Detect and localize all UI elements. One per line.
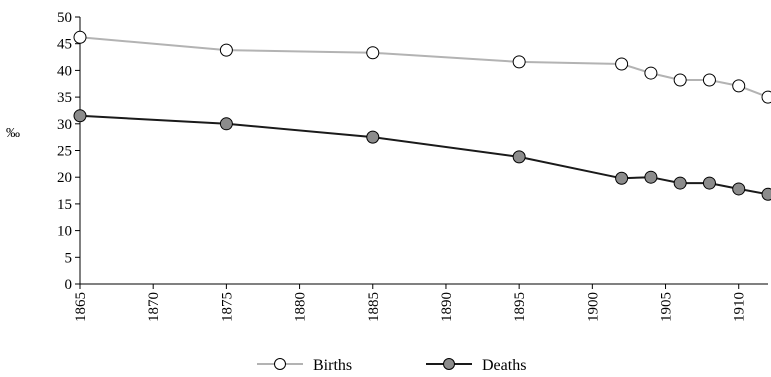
x-tick-label: 1895 [512, 292, 528, 322]
data-point-births [219, 43, 233, 57]
data-point-deaths [219, 117, 233, 131]
legend-label: Deaths [482, 357, 526, 374]
data-point-deaths [644, 170, 658, 184]
x-tick-label: 1885 [366, 292, 382, 322]
data-point-deaths [702, 176, 716, 190]
x-tick-label: 1900 [585, 292, 601, 322]
series-line-deaths [79, 114, 769, 196]
y-tick-label: 50 [57, 10, 72, 26]
data-point-births [366, 46, 380, 60]
x-tick-label: 1905 [659, 292, 675, 322]
y-tick-label: 10 [57, 224, 72, 240]
data-point-deaths [673, 176, 687, 190]
x-tick-label: 1870 [146, 292, 162, 322]
data-point-deaths [732, 182, 746, 196]
legend: Births Deaths [257, 357, 526, 374]
series-births [73, 30, 771, 104]
data-point-deaths [73, 109, 87, 123]
y-tick-label: 5 [65, 250, 73, 266]
legend-marker [274, 358, 286, 370]
data-point-births [644, 66, 658, 80]
data-point-births [673, 73, 687, 87]
y-tick-label: 25 [57, 144, 72, 160]
series-deaths [73, 109, 771, 201]
x-tick-label: 1880 [293, 292, 309, 322]
data-point-births [615, 57, 629, 71]
y-tick-label: 15 [57, 197, 72, 213]
data-point-births [702, 73, 716, 87]
x-tick-label: 1910 [732, 292, 748, 322]
data-point-deaths [512, 150, 526, 164]
data-point-births [761, 90, 771, 104]
data-point-births [732, 79, 746, 93]
axes: 0 5 10 15 20 25 30 35 40 45 50 1865 1870 1875 1880 1885… [57, 10, 768, 322]
data-point-deaths [761, 187, 771, 201]
x-tick-label: 1890 [439, 292, 455, 322]
series-line-births [79, 36, 769, 99]
x-tick-label: 1875 [219, 292, 235, 322]
data-point-deaths [366, 130, 380, 144]
y-tick-label: 35 [57, 90, 72, 106]
y-tick-label: 45 [57, 37, 72, 53]
y-tick-label: 20 [57, 170, 72, 186]
x-tick-label: 1865 [73, 292, 89, 322]
legend-item-births: Births [257, 357, 352, 374]
data-point-births [73, 30, 87, 44]
y-tick-label: 40 [57, 63, 72, 79]
data-point-births [512, 55, 526, 69]
legend-label: Births [313, 357, 352, 374]
y-tick-label: 0 [65, 277, 73, 293]
y-axis-label: ‰ [6, 126, 20, 141]
series-layer [73, 30, 771, 201]
legend-item-deaths: Deaths [426, 357, 526, 374]
data-point-deaths [615, 171, 629, 185]
y-tick-label: 30 [57, 117, 72, 133]
legend-marker [443, 358, 455, 370]
